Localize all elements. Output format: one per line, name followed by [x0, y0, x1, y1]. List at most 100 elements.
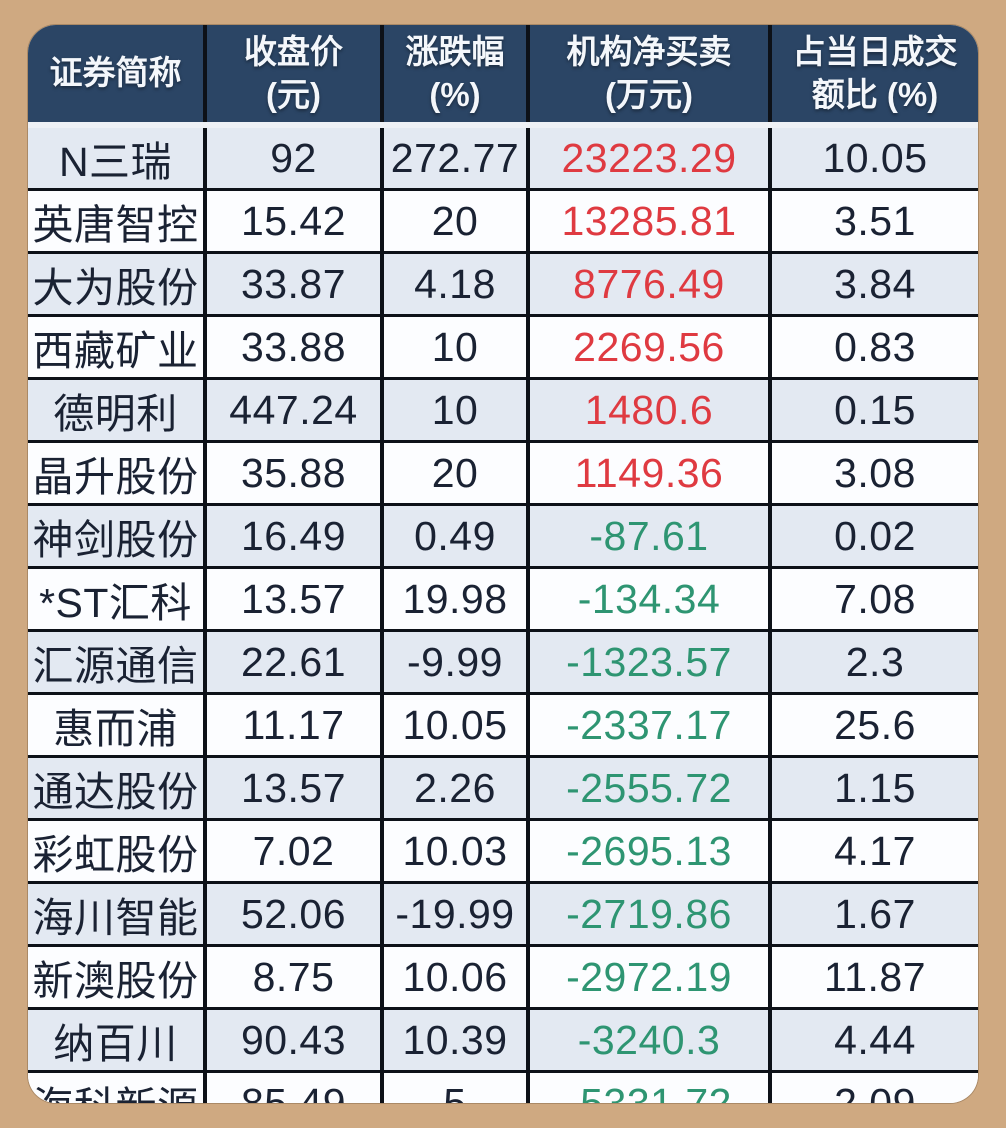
cell-security-name: 彩虹股份 [28, 818, 205, 883]
cell-security-name: 神剑股份 [28, 503, 205, 568]
cell-turnover-ratio: 2.09 [768, 1070, 978, 1103]
header-line: 额比 (%) [811, 75, 939, 113]
table-row: 英唐智控 15.42 20 13285.81 3.51 [28, 188, 978, 253]
header-line: 涨跌幅 [405, 33, 505, 71]
cell-security-name: 海川智能 [28, 881, 205, 946]
cell-institutional-net: -2719.86 [526, 881, 770, 946]
table-row: 海川智能 52.06 -19.99 -2719.86 1.67 [28, 881, 978, 946]
cell-close-price: 33.87 [203, 251, 382, 316]
cell-change-pct: 4.18 [380, 251, 528, 316]
cell-close-price: 11.17 [203, 692, 382, 757]
cell-security-name: 纳百川 [28, 1007, 205, 1072]
cell-security-name: 惠而浦 [28, 692, 205, 757]
cell-turnover-ratio: 7.08 [768, 566, 978, 631]
cell-turnover-ratio: 0.02 [768, 503, 978, 568]
header-row: 证券简称 收盘价 (元) 涨跌幅 (%) 机构净买卖 (万元) 占当日成交 额比… [28, 25, 978, 128]
cell-close-price: 447.24 [203, 377, 382, 442]
cell-close-price: 15.42 [203, 188, 382, 253]
cell-close-price: 16.49 [203, 503, 382, 568]
cell-security-name: 汇源通信 [28, 629, 205, 694]
cell-change-pct: 20 [380, 440, 528, 505]
table-row: 晶升股份 35.88 20 1149.36 3.08 [28, 440, 978, 505]
cell-institutional-net: 1480.6 [526, 377, 770, 442]
cell-close-price: 52.06 [203, 881, 382, 946]
cell-change-pct: 20 [380, 188, 528, 253]
table-row: 西藏矿业 33.88 10 2269.56 0.83 [28, 314, 978, 379]
header-line: 机构净买卖 [566, 33, 732, 71]
header-line: 证券简称 [49, 54, 182, 92]
cell-close-price: 22.61 [203, 629, 382, 694]
cell-institutional-net: 1149.36 [526, 440, 770, 505]
cell-security-name: 通达股份 [28, 755, 205, 820]
cell-security-name: 新澳股份 [28, 944, 205, 1009]
cell-institutional-net: -3240.3 [526, 1007, 770, 1072]
stock-table-card: 证券简称 收盘价 (元) 涨跌幅 (%) 机构净买卖 (万元) 占当日成交 额比… [28, 25, 978, 1103]
cell-close-price: 7.02 [203, 818, 382, 883]
cell-institutional-net: -134.34 [526, 566, 770, 631]
cell-institutional-net: -2695.13 [526, 818, 770, 883]
cell-change-pct: 19.98 [380, 566, 528, 631]
cell-turnover-ratio: 2.3 [768, 629, 978, 694]
cell-close-price: 90.43 [203, 1007, 382, 1072]
col-header-turnover-ratio: 占当日成交 额比 (%) [768, 25, 978, 128]
cell-security-name: 大为股份 [28, 251, 205, 316]
table-header: 证券简称 收盘价 (元) 涨跌幅 (%) 机构净买卖 (万元) 占当日成交 额比… [28, 25, 978, 128]
cell-close-price: 13.57 [203, 755, 382, 820]
table-row: 海科新源 85.49 5 -5331.72 2.09 [28, 1070, 978, 1103]
cell-turnover-ratio: 25.6 [768, 692, 978, 757]
cell-change-pct: 10 [380, 377, 528, 442]
cell-institutional-net: -2337.17 [526, 692, 770, 757]
header-line: (元) [266, 75, 321, 113]
cell-change-pct: -9.99 [380, 629, 528, 694]
cell-close-price: 8.75 [203, 944, 382, 1009]
cell-turnover-ratio: 10.05 [768, 125, 978, 190]
cell-turnover-ratio: 3.51 [768, 188, 978, 253]
cell-institutional-net: -1323.57 [526, 629, 770, 694]
cell-change-pct: 10.05 [380, 692, 528, 757]
cell-change-pct: -19.99 [380, 881, 528, 946]
cell-turnover-ratio: 3.08 [768, 440, 978, 505]
table-row: 纳百川 90.43 10.39 -3240.3 4.44 [28, 1007, 978, 1072]
cell-turnover-ratio: 11.87 [768, 944, 978, 1009]
table-row: 彩虹股份 7.02 10.03 -2695.13 4.17 [28, 818, 978, 883]
col-header-institutional-net: 机构净买卖 (万元) [526, 25, 770, 128]
cell-institutional-net: -2972.19 [526, 944, 770, 1009]
col-header-security-name: 证券简称 [28, 25, 205, 128]
cell-close-price: 35.88 [203, 440, 382, 505]
cell-close-price: 85.49 [203, 1070, 382, 1103]
cell-turnover-ratio: 4.17 [768, 818, 978, 883]
table-row: 神剑股份 16.49 0.49 -87.61 0.02 [28, 503, 978, 568]
table-row: 大为股份 33.87 4.18 8776.49 3.84 [28, 251, 978, 316]
table-row: N三瑞 92 272.77 23223.29 10.05 [28, 125, 978, 190]
cell-institutional-net: -5331.72 [526, 1070, 770, 1103]
stock-table: 证券简称 收盘价 (元) 涨跌幅 (%) 机构净买卖 (万元) 占当日成交 额比… [28, 25, 978, 1103]
col-header-close-price: 收盘价 (元) [203, 25, 382, 128]
header-line: 占当日成交 [792, 33, 958, 71]
table-row: 汇源通信 22.61 -9.99 -1323.57 2.3 [28, 629, 978, 694]
cell-change-pct: 2.26 [380, 755, 528, 820]
cell-institutional-net: 8776.49 [526, 251, 770, 316]
cell-security-name: *ST汇科 [28, 566, 205, 631]
cell-change-pct: 10.39 [380, 1007, 528, 1072]
cell-change-pct: 272.77 [380, 125, 528, 190]
cell-turnover-ratio: 1.67 [768, 881, 978, 946]
cell-turnover-ratio: 4.44 [768, 1007, 978, 1072]
header-line: 收盘价 [244, 33, 343, 71]
table-row: 德明利 447.24 10 1480.6 0.15 [28, 377, 978, 442]
cell-turnover-ratio: 1.15 [768, 755, 978, 820]
cell-institutional-net: -2555.72 [526, 755, 770, 820]
cell-close-price: 92 [203, 125, 382, 190]
cell-security-name: 晶升股份 [28, 440, 205, 505]
cell-change-pct: 10.03 [380, 818, 528, 883]
cell-change-pct: 10 [380, 314, 528, 379]
table-body: N三瑞 92 272.77 23223.29 10.05 英唐智控 15.42 … [28, 125, 978, 1103]
cell-turnover-ratio: 3.84 [768, 251, 978, 316]
table-row: 通达股份 13.57 2.26 -2555.72 1.15 [28, 755, 978, 820]
cell-institutional-net: 2269.56 [526, 314, 770, 379]
table-row: 新澳股份 8.75 10.06 -2972.19 11.87 [28, 944, 978, 1009]
cell-security-name: N三瑞 [28, 125, 205, 190]
cell-close-price: 33.88 [203, 314, 382, 379]
header-line: (%) [429, 75, 481, 113]
cell-security-name: 西藏矿业 [28, 314, 205, 379]
cell-turnover-ratio: 0.15 [768, 377, 978, 442]
